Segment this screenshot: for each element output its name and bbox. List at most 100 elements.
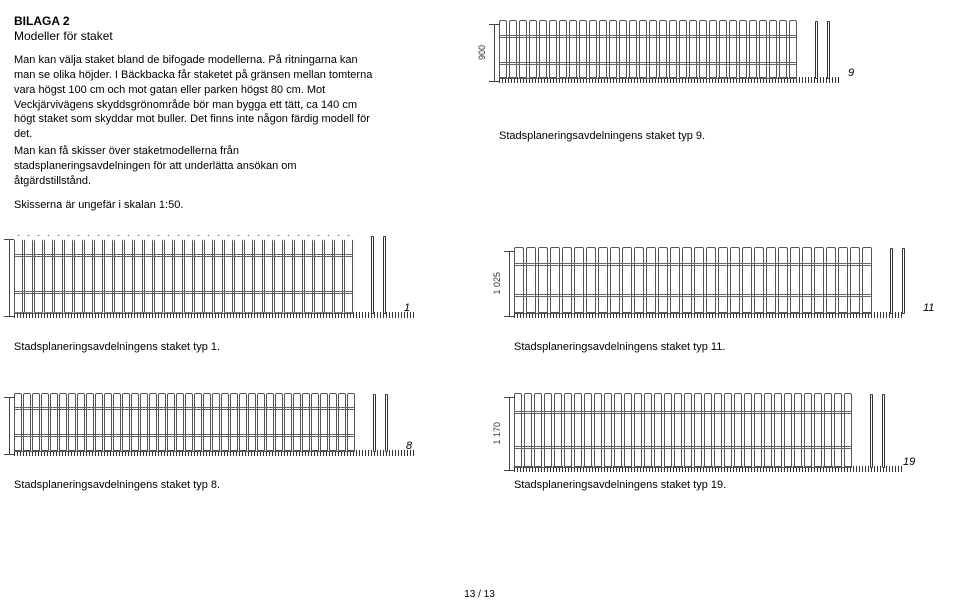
fence-picket [549, 20, 557, 78]
fence-caption: Stadsplaneringsavdelningens staket typ 1… [14, 341, 484, 353]
fence-picket [579, 20, 587, 78]
fence-picket [754, 247, 764, 313]
fence-picket [294, 235, 303, 313]
fence-picket [718, 247, 728, 313]
fence-picket [804, 393, 812, 467]
fence-picket [644, 393, 652, 467]
fence-picket [185, 393, 193, 451]
fence-picket [774, 393, 782, 467]
fence-picket [574, 393, 582, 467]
fence-picket [224, 235, 233, 313]
fence-picket [74, 235, 83, 313]
fence-picket [334, 235, 343, 313]
fence-picket [539, 20, 547, 78]
fence-picket [862, 247, 872, 313]
fence-picket [639, 20, 647, 78]
fence-picket [344, 235, 353, 313]
fence-caption: Stadsplaneringsavdelningens staket typ 1… [514, 479, 945, 491]
fence-picket [244, 235, 253, 313]
fence-picket [754, 393, 762, 467]
fence-picket [131, 393, 139, 451]
fence-picket [694, 393, 702, 467]
fence-picket [802, 247, 812, 313]
fence-picket [646, 247, 656, 313]
fence-picket [214, 235, 223, 313]
fence-picket [766, 247, 776, 313]
fence-picket [634, 247, 644, 313]
fence-picket [230, 393, 238, 451]
fence-picket [684, 393, 692, 467]
fence-picket [59, 393, 67, 451]
fence-picket [254, 235, 263, 313]
fence-picket [584, 393, 592, 467]
fence-picket [534, 393, 542, 467]
fence-picket [749, 20, 757, 78]
fence-picket [569, 20, 577, 78]
fence-picket [64, 235, 73, 313]
fence-picket [706, 247, 716, 313]
fence-picket [203, 393, 211, 451]
scale-note: Skisserna är ungefär i skalan 1:50. [14, 199, 409, 211]
fence-picket [167, 393, 175, 451]
fence-picket [724, 393, 732, 467]
fence-picket [154, 235, 163, 313]
fence-picket [526, 247, 536, 313]
fence-picket [764, 393, 772, 467]
fence-picket [679, 20, 687, 78]
fence-picket [122, 393, 130, 451]
fence-picket [164, 235, 173, 313]
fence-picket [614, 393, 622, 467]
dim-label: 1 170 [492, 422, 502, 445]
fence-picket [778, 247, 788, 313]
fence-picket [659, 20, 667, 78]
fence-picket [604, 393, 612, 467]
fence-picket [284, 235, 293, 313]
fence-picket [113, 393, 121, 451]
fence-picket [850, 247, 860, 313]
fence-picket [77, 393, 85, 451]
page-number: 13 / 13 [0, 589, 959, 600]
fence-picket [140, 393, 148, 451]
fence-picket [564, 393, 572, 467]
fence-typ11: 1 025 11 [514, 247, 945, 323]
fence-picket [239, 393, 247, 451]
fence-picket [204, 235, 213, 313]
fence-picket [624, 393, 632, 467]
fence-picket [54, 235, 63, 313]
dim-label: 900 [0, 418, 2, 433]
fence-picket [719, 20, 727, 78]
fence-caption: Stadsplaneringsavdelningens staket typ 1… [514, 341, 945, 353]
fence-picket [50, 393, 58, 451]
fence-picket [514, 247, 524, 313]
fence-picket [550, 247, 560, 313]
fence-picket [574, 247, 584, 313]
fence-picket [114, 235, 123, 313]
fence-picket [682, 247, 692, 313]
fence-picket [94, 235, 103, 313]
fence-picket [742, 247, 752, 313]
fence-picket [649, 20, 657, 78]
fence-typ9: 900 9 [499, 20, 945, 88]
fence-picket [509, 20, 517, 78]
fence-picket [669, 20, 677, 78]
fence-picket [24, 235, 33, 313]
fence-picket [599, 20, 607, 78]
fence-picket [314, 235, 323, 313]
fence-picket [586, 247, 596, 313]
fence-picket [709, 20, 717, 78]
fence-picket [739, 20, 747, 78]
fence-picket [194, 393, 202, 451]
fence-picket [654, 393, 662, 467]
fence-picket [86, 393, 94, 451]
appendix-title: BILAGA 2 [14, 14, 409, 28]
fence-picket [14, 235, 23, 313]
fence-picket [704, 393, 712, 467]
fence-picket [554, 393, 562, 467]
fence-picket [499, 20, 507, 78]
fence-picket [149, 393, 157, 451]
fence-picket [32, 393, 40, 451]
fence-picket [594, 393, 602, 467]
fence-picket [320, 393, 328, 451]
fence-picket [194, 235, 203, 313]
dim-label: 1 200 [0, 266, 2, 289]
